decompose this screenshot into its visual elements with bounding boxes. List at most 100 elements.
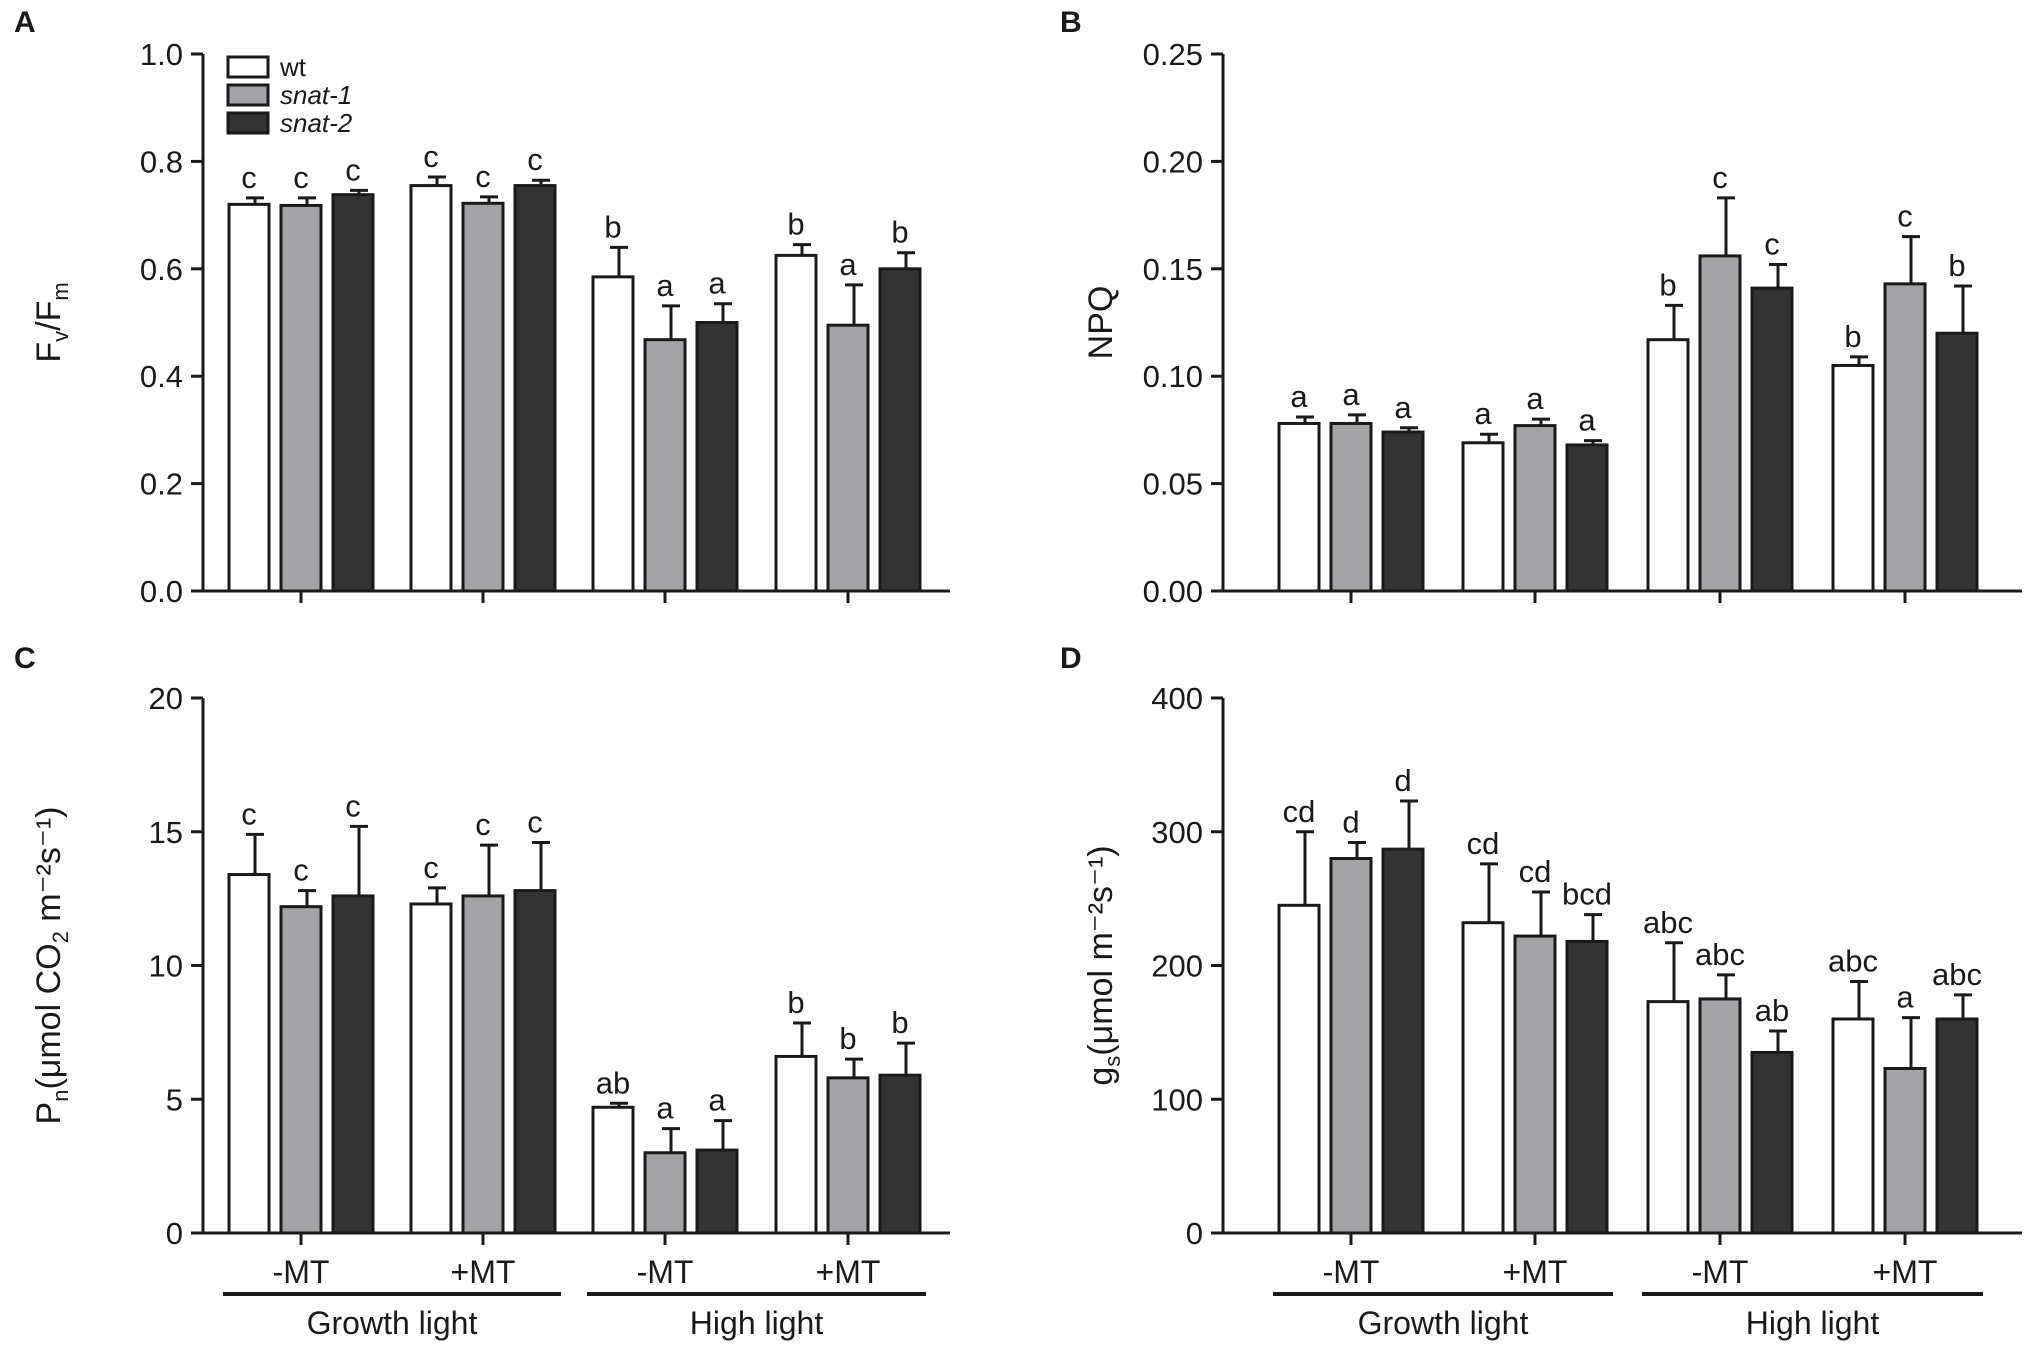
y-tick-label: 0.2 [140, 467, 183, 502]
y-axis-label: Pn(μmol CO2 m⁻²s⁻¹) [30, 807, 73, 1125]
significance-label: ab [596, 1065, 630, 1100]
bar-snat-2 [1750, 1050, 1794, 1235]
bar-wt [774, 253, 818, 593]
significance-label: c [1764, 227, 1780, 262]
panel-letter-c: C [14, 642, 36, 675]
category-label: +MT [816, 1254, 881, 1290]
legend-label-wt: wt [279, 52, 307, 82]
y-tick-label: 1.0 [140, 37, 183, 72]
significance-label: b [839, 1021, 856, 1056]
significance-label: b [787, 207, 804, 242]
y-axis-label: NPQ [1082, 286, 1120, 360]
bar-snat-2 [513, 184, 557, 593]
bar-snat-1 [1329, 421, 1373, 593]
bar-wt [1831, 1017, 1875, 1235]
bar-snat-1 [1513, 934, 1557, 1235]
significance-label: c [293, 853, 309, 888]
bar-snat-2 [1565, 939, 1609, 1235]
significance-label: c [475, 807, 491, 842]
y-tick-label: 0 [166, 1216, 183, 1251]
significance-label: a [1394, 390, 1412, 425]
bar-wt [1831, 363, 1875, 593]
bar-snat-2 [878, 1073, 922, 1235]
bar-snat-2 [1935, 1017, 1979, 1235]
significance-label: cd [1283, 794, 1316, 829]
category-label: -MT [273, 1254, 330, 1290]
category-label: -MT [1323, 1254, 1380, 1290]
y-tick-label: 0.00 [1143, 574, 1203, 609]
bar-snat-1 [643, 338, 687, 593]
significance-label: c [423, 850, 439, 885]
panel-letter-d: D [1060, 642, 1082, 675]
bar-snat-2 [513, 889, 557, 1235]
significance-label: abc [1932, 957, 1982, 992]
y-tick-label: 15 [149, 815, 183, 850]
y-tick-label: 5 [166, 1082, 183, 1117]
y-tick-label: 400 [1151, 681, 1203, 716]
bar-snat-2 [1381, 430, 1425, 593]
bar-snat-1 [826, 1076, 870, 1235]
bar-snat-1 [826, 323, 870, 593]
y-tick-label: 200 [1151, 949, 1203, 984]
category-label: +MT [451, 1254, 516, 1290]
bar-wt [227, 873, 271, 1235]
significance-label: a [839, 247, 857, 282]
bar-wt [1646, 1000, 1690, 1235]
significance-label: c [423, 139, 439, 174]
significance-label: a [1290, 379, 1308, 414]
panel-d: D0100200300400cdcdabcabcdcdabcadbcdababc… [1060, 642, 2022, 1341]
significance-label: a [656, 1091, 674, 1126]
significance-label: cd [1467, 826, 1500, 861]
bar-snat-2 [1750, 286, 1794, 593]
y-tick-label: 0.25 [1143, 37, 1203, 72]
bar-snat-1 [1883, 282, 1927, 593]
category-label: +MT [1503, 1254, 1568, 1290]
significance-label: a [1474, 396, 1492, 431]
significance-label: c [293, 160, 309, 195]
bar-wt [1461, 441, 1505, 593]
bar-snat-2 [1381, 847, 1425, 1235]
bar-wt [1277, 421, 1321, 593]
y-tick-label: 0.20 [1143, 144, 1203, 179]
y-tick-label: 0.8 [140, 144, 183, 179]
bar-wt [1277, 903, 1321, 1235]
bar-wt [409, 184, 453, 593]
category-label: -MT [1692, 1254, 1749, 1290]
significance-label: a [656, 268, 674, 303]
bar-snat-1 [279, 203, 323, 593]
y-tick-label: 0.15 [1143, 252, 1203, 287]
bar-snat-1 [461, 201, 505, 593]
bar-snat-1 [461, 894, 505, 1235]
significance-label: c [1712, 160, 1728, 195]
significance-label: ab [1755, 993, 1789, 1028]
significance-label: bcd [1562, 877, 1612, 912]
significance-label: c [527, 142, 543, 177]
bar-snat-2 [331, 894, 375, 1235]
bar-snat-2 [1935, 331, 1979, 593]
bar-snat-2 [878, 267, 922, 593]
significance-label: c [475, 159, 491, 194]
significance-label: a [1342, 377, 1360, 412]
y-axis-label: gs(μmol m⁻²s⁻¹) [1082, 845, 1125, 1085]
significance-label: b [891, 215, 908, 250]
bar-wt [591, 1105, 635, 1235]
bar-snat-1 [643, 1151, 687, 1235]
y-tick-label: 20 [149, 681, 183, 716]
bar-wt [591, 275, 635, 593]
significance-label: a [1578, 403, 1596, 438]
legend-swatch-snat-1 [226, 83, 270, 107]
bar-snat-2 [695, 321, 739, 593]
significance-label: b [1844, 319, 1861, 354]
y-tick-label: 300 [1151, 815, 1203, 850]
significance-label: b [1948, 248, 1965, 283]
category-label: -MT [637, 1254, 694, 1290]
significance-label: d [1342, 804, 1359, 839]
bar-wt [227, 202, 271, 593]
significance-label: c [241, 160, 257, 195]
group-label: Growth light [307, 1305, 478, 1341]
significance-label: a [708, 1083, 726, 1118]
significance-label: abc [1643, 905, 1693, 940]
category-label: +MT [1873, 1254, 1938, 1290]
bar-wt [409, 902, 453, 1235]
